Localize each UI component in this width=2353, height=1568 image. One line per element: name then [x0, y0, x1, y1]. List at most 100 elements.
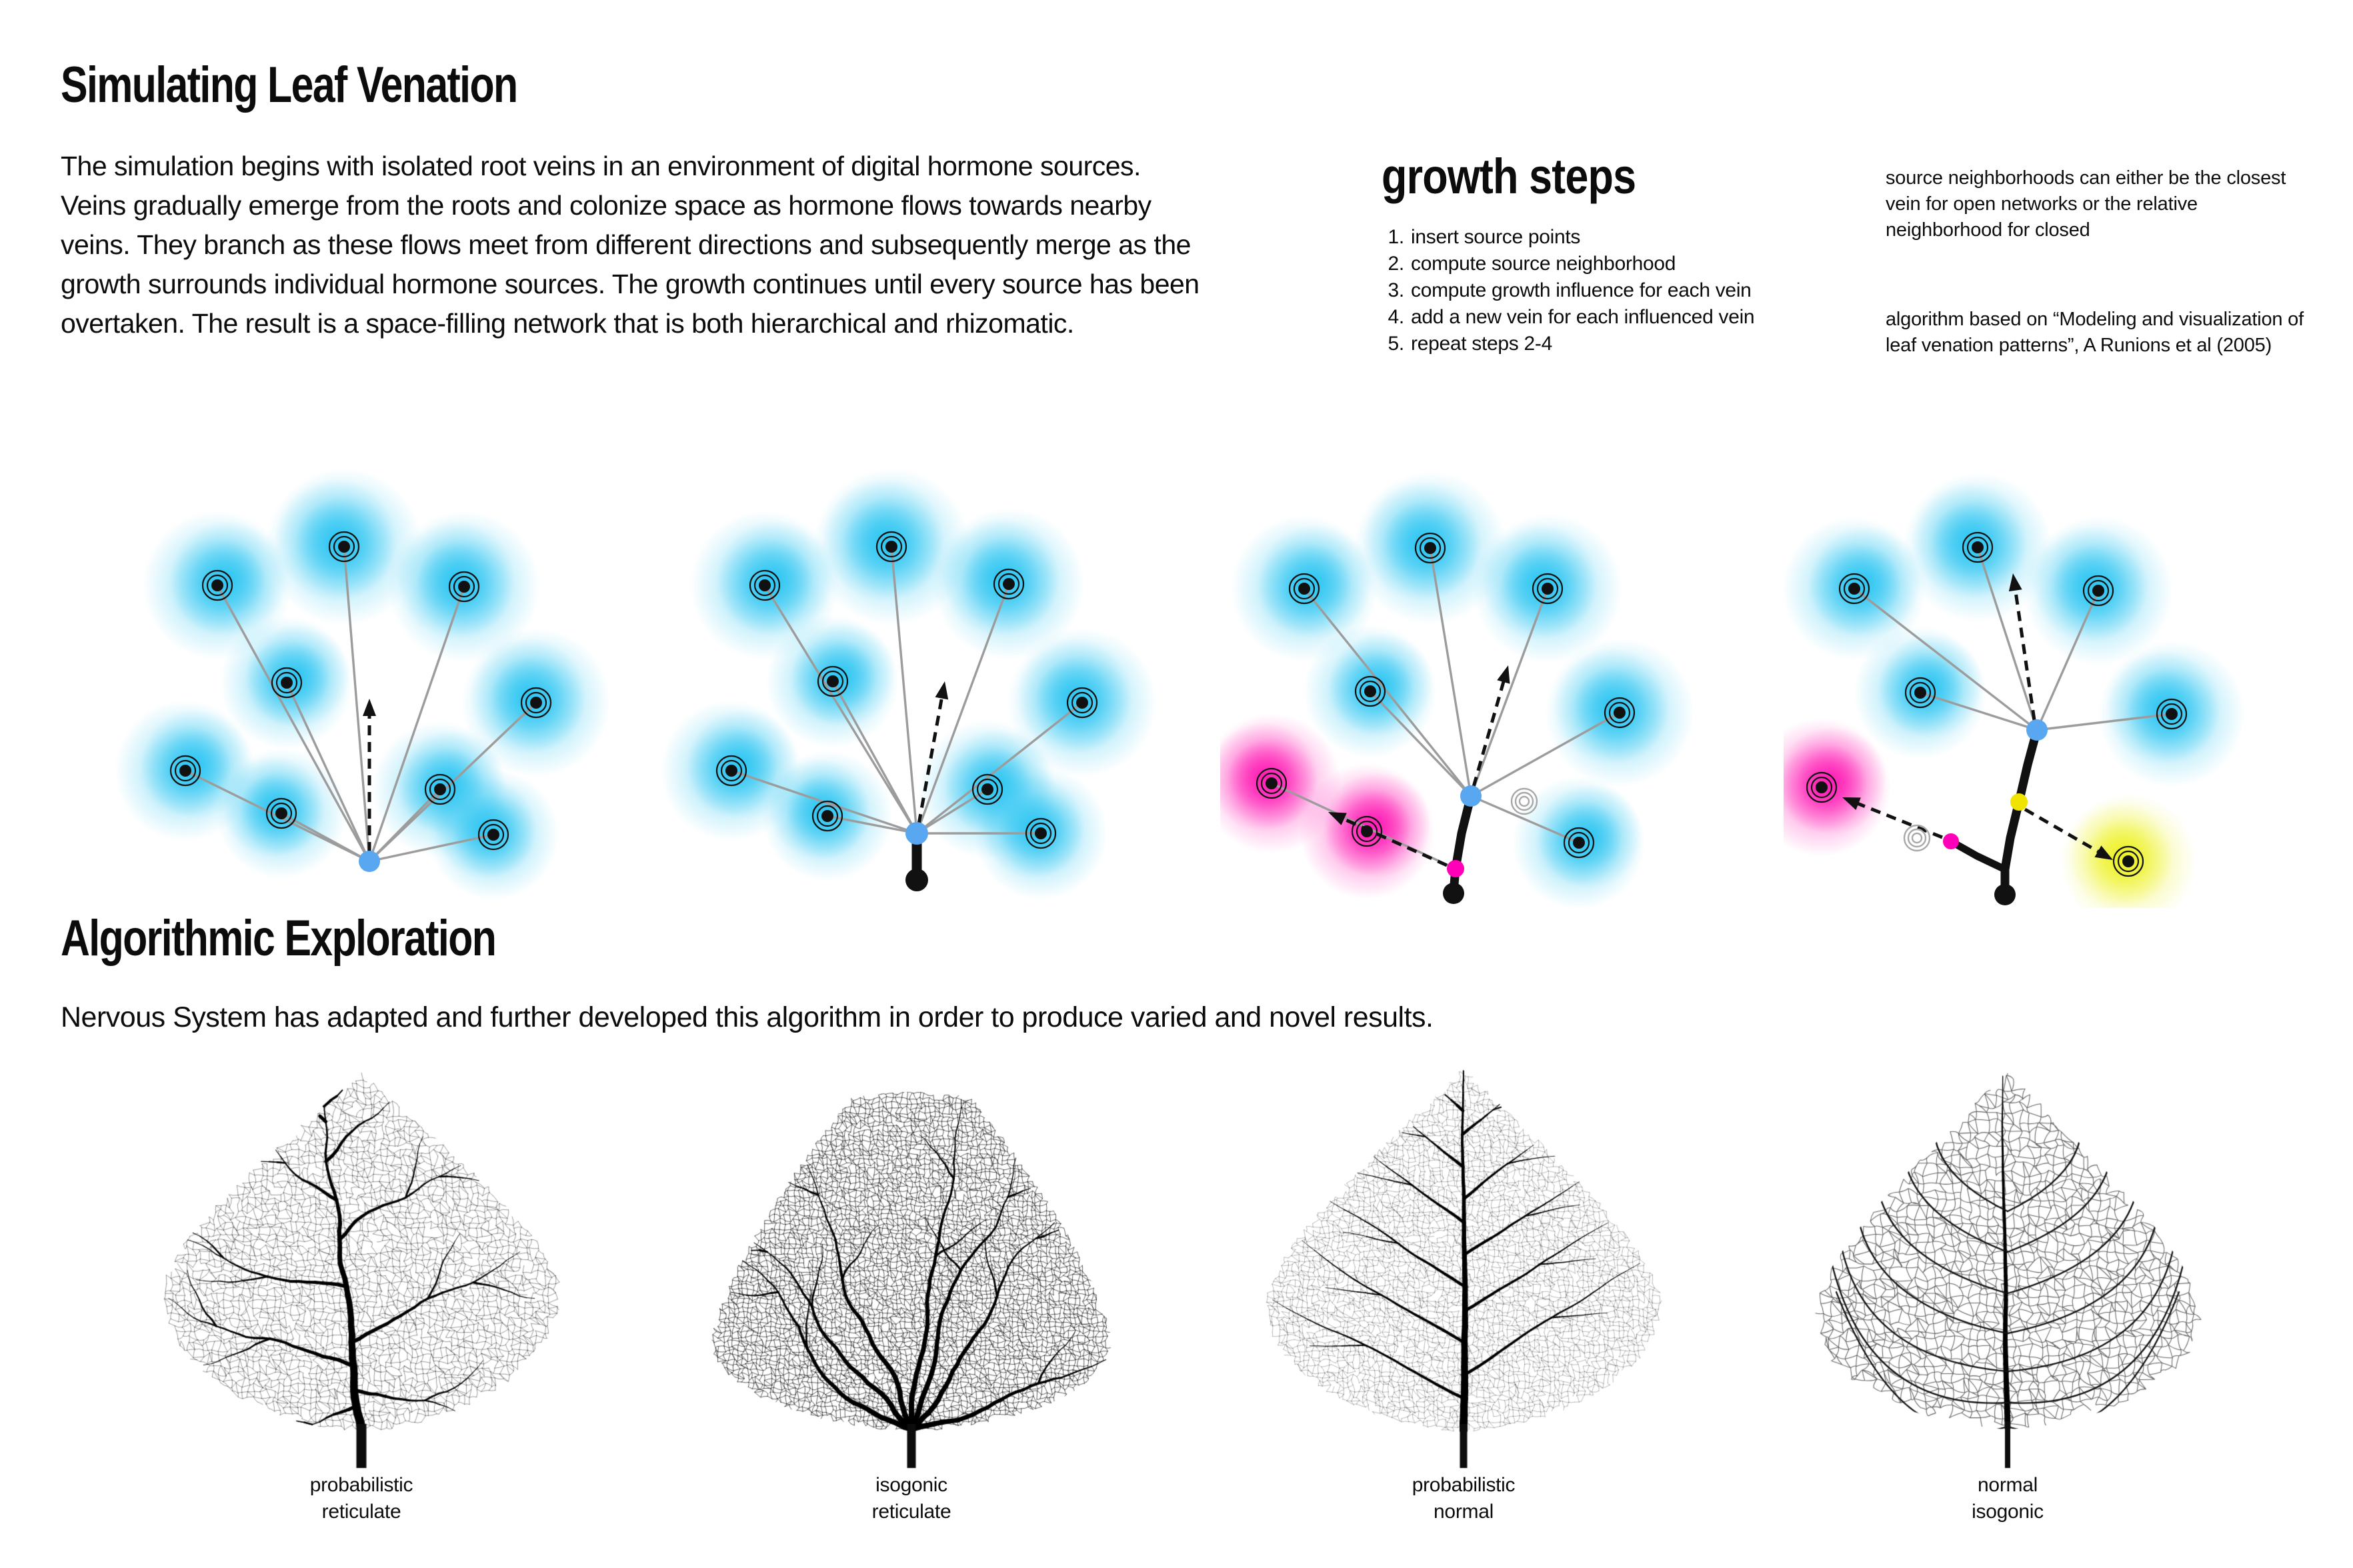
growth-diagram-step-1	[93, 461, 657, 908]
influence-line	[216, 585, 371, 862]
source-point-marker	[2122, 855, 2134, 867]
leaf-label-line1: probabilistic	[1412, 1474, 1516, 1496]
source-point-marker	[1364, 685, 1376, 697]
blue-growth-node	[905, 822, 928, 845]
leaf-label: probabilistic normal	[1244, 1472, 1684, 1525]
source-point-ring	[1966, 536, 1989, 559]
source-point-marker	[338, 541, 350, 553]
source-point-ring	[811, 800, 843, 832]
source-point-ring	[1293, 577, 1316, 600]
growth-arrowhead	[2094, 845, 2113, 860]
influence-line	[1303, 587, 1472, 797]
growth-step-item: repeat steps 2-4	[1410, 331, 1754, 357]
source-point-ring	[2160, 703, 2183, 725]
source-point-ring	[1904, 677, 1936, 709]
root-node	[905, 869, 928, 891]
source-point-marker	[821, 810, 833, 822]
leaf-render-canvas	[1788, 1061, 2228, 1469]
source-point-marker	[179, 765, 191, 777]
source-point-ring	[270, 802, 293, 825]
blue-growth-node	[359, 851, 380, 872]
source-point-marker	[1076, 697, 1088, 709]
source-point-marker	[1361, 825, 1373, 837]
growth-arrow	[1340, 815, 1448, 867]
source-point-marker	[275, 807, 287, 819]
source-point-ring	[453, 575, 475, 598]
growth-diagram-step-3	[1202, 461, 1784, 909]
leaf-figure-isogonic-reticulate	[691, 1061, 1131, 1469]
influence-line	[916, 788, 988, 835]
exploration-body: Nervous System has adapted and further d…	[61, 1001, 1434, 1033]
source-point-marker	[2092, 585, 2104, 597]
growth-steps-heading: growth steps	[1382, 149, 1636, 204]
growth-step-svg	[1752, 473, 2245, 929]
intro-paragraph: The simulation begins with isolated root…	[61, 151, 1200, 339]
growth-arrow	[917, 694, 944, 825]
leaf-figure-normal-isogonic	[1788, 1061, 2228, 1469]
growth-step-item: insert source points	[1410, 224, 1754, 251]
influence-line	[915, 701, 1083, 835]
leaf-label-line2: reticulate	[321, 1501, 401, 1523]
source-point-ring	[1354, 675, 1386, 707]
note-citation: algorithm based on “Modeling and visuali…	[1886, 309, 2304, 356]
source-point-marker	[1914, 687, 1926, 699]
source-point-ring	[1071, 691, 1093, 714]
source-point-ring	[2156, 698, 2188, 730]
growth-diagram-step-4	[1752, 461, 2347, 929]
vein-trunk	[2000, 725, 2042, 898]
magenta-growth-node	[1447, 860, 1464, 877]
source-point-ring	[720, 759, 743, 782]
magenta-growth-node	[1943, 833, 1959, 849]
influence-line	[1369, 690, 1472, 797]
source-point-ring	[169, 755, 201, 787]
leaf-label-line2: isogonic	[1972, 1501, 2044, 1523]
page-title: Simulating Leaf Venation	[61, 57, 518, 113]
source-point-ring	[880, 535, 903, 558]
dead-source-marker	[1903, 824, 1931, 852]
influence-line	[1470, 795, 1580, 844]
source-point-ring	[1909, 681, 1932, 704]
vein-trunk	[1449, 791, 1476, 897]
growth-step-svg	[1202, 471, 1694, 909]
source-point-marker	[1816, 781, 1828, 793]
influence-line	[1429, 547, 1472, 797]
influence-line	[1976, 547, 2038, 731]
source-point-ring	[174, 759, 197, 782]
source-point-ring	[206, 574, 229, 597]
leaf-label-line1: normal	[1978, 1474, 2038, 1496]
influence-line	[2036, 713, 2172, 731]
growth-step-item: compute growth influence for each vein	[1410, 277, 1754, 304]
dead-source-marker	[1911, 832, 1923, 844]
source-point-ring	[753, 574, 776, 597]
source-point-marker	[530, 697, 542, 709]
source-point-ring	[1810, 776, 1833, 799]
growth-step-item: compute source neighborhood	[1410, 251, 1754, 277]
source-point-ring	[1843, 577, 1866, 600]
leaf-label: probabilistic reticulate	[141, 1472, 581, 1525]
source-point-ring	[525, 691, 547, 714]
growth-arrow	[2013, 586, 2036, 721]
source-point-marker	[981, 783, 993, 795]
source-point-marker	[725, 765, 737, 777]
source-point-ring	[1414, 532, 1446, 564]
leaf-figure-probabilistic-normal	[1244, 1061, 1684, 1469]
source-point-ring	[201, 569, 233, 601]
dead-source-marker	[1510, 787, 1538, 815]
source-point-ring	[2087, 579, 2110, 602]
dead-source-marker	[1514, 791, 1534, 811]
source-point-ring	[1563, 827, 1595, 859]
influence-line	[2036, 590, 2100, 731]
leaf-label-line2: normal	[1434, 1501, 1494, 1523]
source-point-ring	[821, 670, 844, 693]
dead-source-marker	[1518, 795, 1530, 807]
growth-diagram-step-2	[657, 461, 1220, 908]
leaf-figure-probabilistic-reticulate	[141, 1061, 581, 1469]
source-point-ring	[1025, 817, 1057, 849]
source-point-ring	[2082, 575, 2114, 607]
source-point-marker	[1424, 542, 1436, 554]
source-point-marker	[885, 541, 897, 553]
influence-line	[763, 585, 918, 834]
source-point-ring	[1351, 815, 1383, 847]
source-point-ring	[271, 667, 303, 699]
note-source-neighborhoods: source neighborhoods can either be the c…	[1886, 167, 2286, 241]
